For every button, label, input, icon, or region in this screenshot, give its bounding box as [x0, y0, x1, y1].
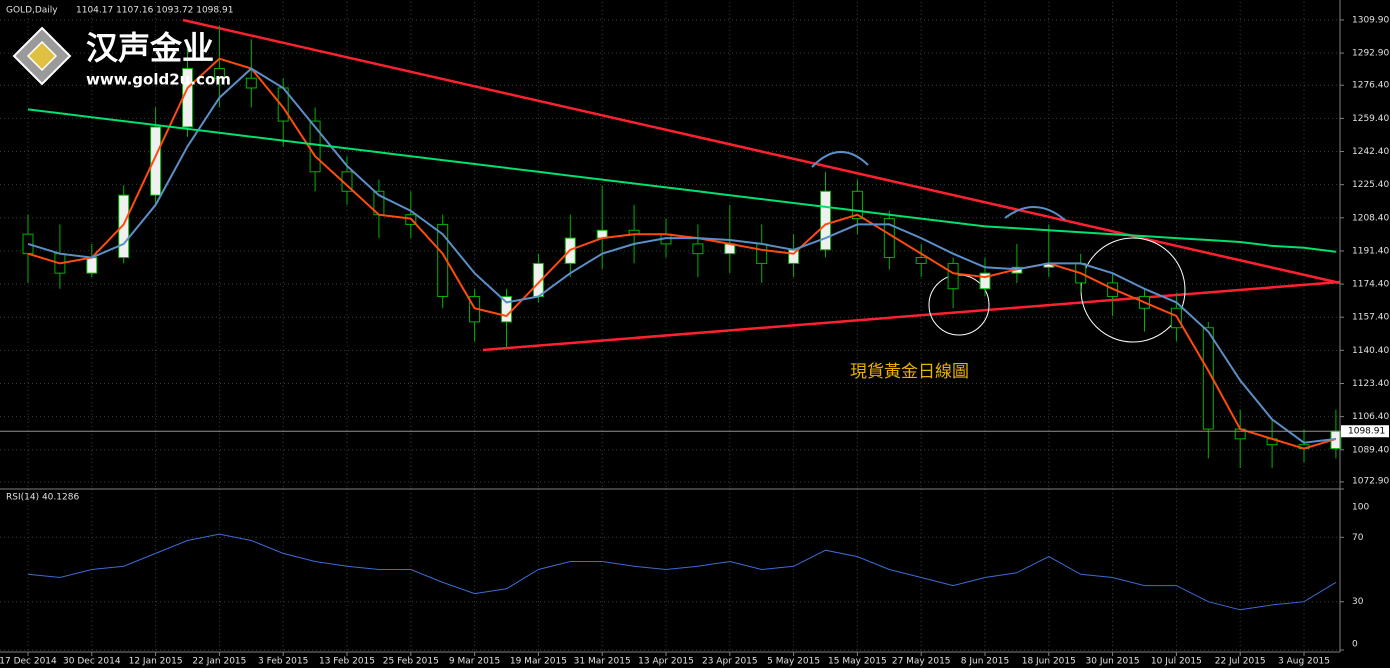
candle-body: [1170, 307, 1182, 329]
arc-drawing: [1004, 206, 1066, 221]
y-tick-label: 1242.40: [1352, 147, 1389, 157]
highlight-circle: [928, 274, 990, 336]
x-tick-label: 15 May 2015: [828, 657, 887, 667]
last-price-box: [1341, 425, 1389, 438]
logo: 汉声金业 www.gold2u.com: [12, 26, 231, 89]
candle-body: [851, 190, 863, 220]
candle-body: [915, 257, 927, 264]
trend-line: [482, 280, 1341, 352]
y-tick-label: 70: [1352, 533, 1364, 543]
arc-drawing: [811, 151, 869, 168]
logo-url: www.gold2u.com: [86, 71, 231, 89]
candle-body: [245, 77, 257, 89]
candle-body: [756, 243, 768, 264]
marks: 1098.91: [0, 25, 1389, 611]
y-tick-label: 1292.90: [1352, 49, 1389, 59]
x-tick-label: 30 Jun 2015: [1086, 657, 1140, 667]
candle-body: [947, 262, 959, 290]
y-tick-label: 100: [1352, 503, 1369, 513]
y-tick-label: 1191.40: [1352, 246, 1389, 256]
candle-body: [820, 190, 831, 251]
x-tick-label: 25 Feb 2015: [383, 657, 439, 667]
candle-body: [979, 272, 991, 290]
candle-body: [86, 257, 98, 274]
y-tick-label: 1208.40: [1352, 213, 1389, 223]
rsi-title: RSI(14) 40.1286: [6, 493, 79, 503]
candle-body: [501, 296, 512, 323]
x-tick-label: 22 Jul 2015: [1215, 657, 1266, 667]
annotation: 現貨黃金日線圖: [850, 362, 969, 382]
x-tick-label: 22 Jan 2015: [192, 657, 246, 667]
x-tick-label: 13 Apr 2015: [638, 657, 694, 667]
x-tick-label: 3 Aug 2015: [1278, 657, 1330, 667]
x-tick-label: 13 Feb 2015: [319, 657, 375, 667]
x-tick-label: 18 Jun 2015: [1022, 657, 1076, 667]
candle-body: [118, 194, 130, 259]
y-tick-label: 1140.40: [1352, 346, 1389, 356]
x-tick-label: 8 Jun 2015: [961, 657, 1009, 667]
indicator-line: [27, 57, 1337, 450]
y-tick-label: 0: [1352, 640, 1358, 650]
indicator-line: [27, 108, 1337, 253]
chart-title: GOLD,Daily: [6, 6, 58, 16]
y-tick-label: 1157.40: [1352, 313, 1389, 323]
logo-name: 汉声金业: [86, 29, 214, 67]
y-tick-label: 30: [1352, 597, 1364, 607]
y-tick-label: 1259.40: [1352, 114, 1389, 124]
candle-body: [213, 67, 225, 79]
y-tick-label: 1123.40: [1352, 379, 1389, 389]
x-tick-label: 5 May 2015: [767, 657, 820, 667]
y-tick-label: 1174.40: [1352, 280, 1389, 290]
x-tick-label: 27 May 2015: [892, 657, 951, 667]
y-tick-label: 1089.40: [1352, 445, 1389, 455]
last-price-label: 1098.91: [1348, 427, 1385, 437]
x-tick-label: 17 Dec 2014: [0, 657, 57, 667]
candle-body: [150, 126, 162, 196]
ohlc-label: 1104.17 1107.16 1093.72 1098.91: [76, 6, 233, 16]
y-tick-label: 1309.90: [1352, 16, 1389, 26]
trend-line: [182, 18, 1341, 285]
x-tick-label: 3 Feb 2015: [258, 657, 308, 667]
y-tick-label: 1225.40: [1352, 180, 1389, 190]
x-tick-label: 23 Apr 2015: [702, 657, 758, 667]
candle-body: [309, 120, 321, 173]
y-tick-label: 1072.90: [1352, 477, 1389, 487]
x-tick-label: 19 Mar 2015: [510, 657, 567, 667]
x-tick-label: 30 Dec 2014: [63, 657, 121, 667]
candle-body: [692, 243, 704, 255]
indicator-line: [27, 67, 1337, 444]
logo-icon: [26, 40, 58, 72]
x-tick-label: 10 Jul 2015: [1151, 657, 1202, 667]
y-tick-label: 1106.40: [1352, 412, 1389, 422]
x-tick-label: 31 Mar 2015: [574, 657, 631, 667]
y-tick-label: 1276.40: [1352, 81, 1389, 91]
x-tick-label: 12 Jan 2015: [129, 657, 183, 667]
x-tick-label: 9 Mar 2015: [449, 657, 500, 667]
indicator-line: [27, 533, 1337, 611]
